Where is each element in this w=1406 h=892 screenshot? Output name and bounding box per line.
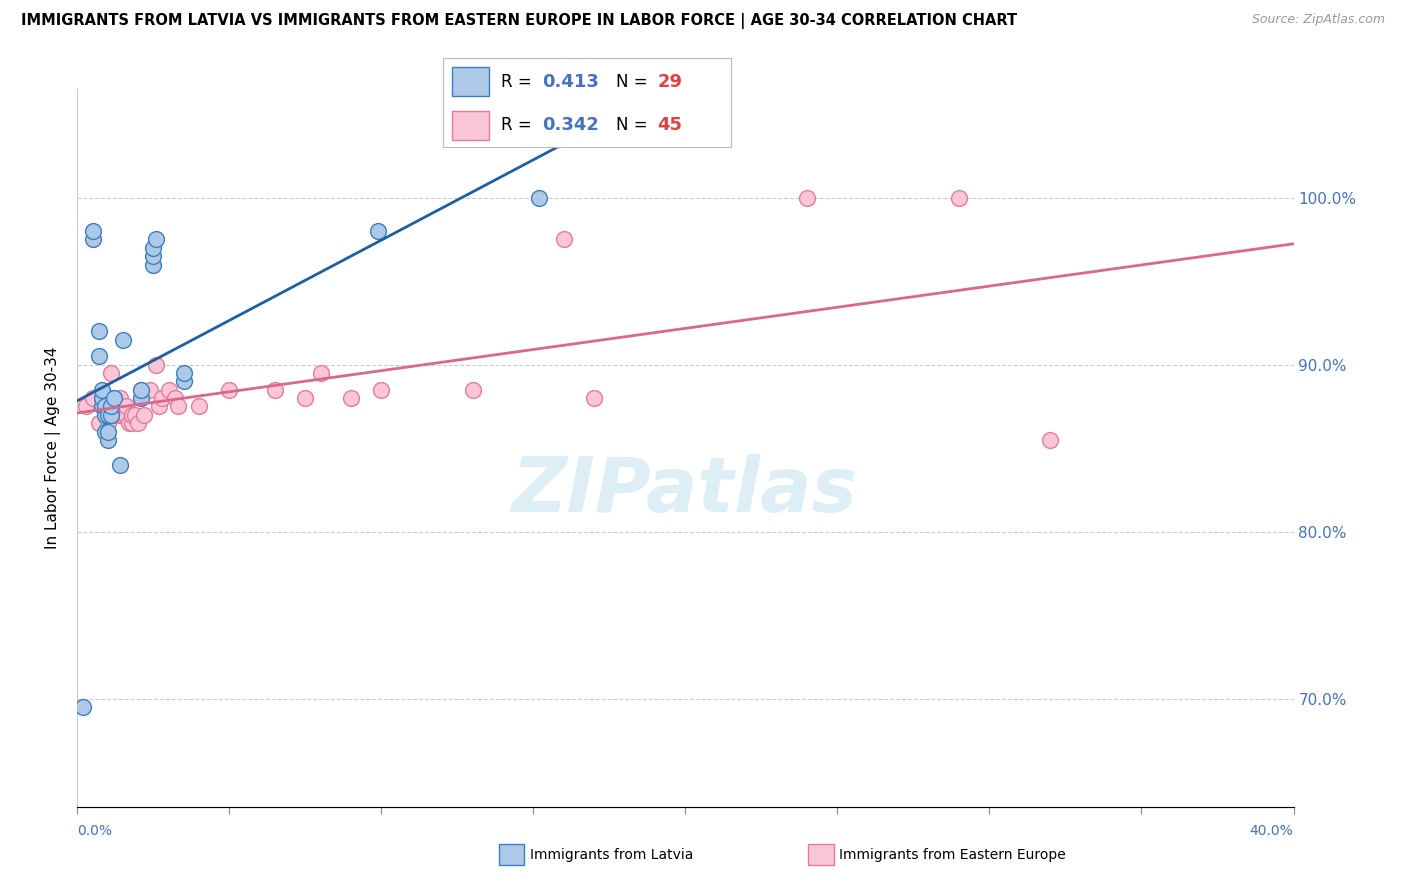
Point — [97, 408, 120, 422]
Point — [90, 400, 112, 414]
Point — [152, 391, 174, 405]
Point — [121, 408, 143, 422]
Point — [87, 350, 110, 364]
Point — [111, 408, 134, 422]
Y-axis label: In Labor Force | Age 30-34: In Labor Force | Age 30-34 — [45, 347, 60, 549]
Point — [173, 375, 195, 389]
Point — [105, 408, 128, 422]
Point — [93, 425, 115, 439]
Point — [145, 358, 167, 372]
Point — [134, 408, 156, 422]
Point — [97, 416, 120, 430]
Point — [142, 241, 165, 255]
Point — [105, 400, 128, 414]
Point — [173, 366, 195, 380]
Point — [72, 700, 94, 714]
Point — [129, 383, 152, 397]
Text: Immigrants from Eastern Europe: Immigrants from Eastern Europe — [839, 847, 1066, 862]
Point — [108, 408, 131, 422]
Point — [115, 400, 138, 414]
Point — [583, 391, 606, 405]
Point — [796, 191, 818, 205]
Point — [370, 383, 392, 397]
Point — [127, 416, 149, 430]
Point — [90, 391, 112, 405]
Point — [139, 383, 162, 397]
Bar — [451, 67, 489, 96]
Point — [948, 191, 970, 205]
Point — [111, 333, 134, 347]
Point — [100, 408, 122, 422]
Point — [90, 383, 112, 397]
Point — [142, 258, 165, 272]
Point — [100, 366, 122, 380]
Point — [461, 383, 484, 397]
Point — [100, 400, 122, 414]
Point — [82, 224, 104, 238]
Point — [129, 383, 152, 397]
Point — [93, 408, 115, 422]
Point — [145, 232, 167, 246]
Text: ZIPatlas: ZIPatlas — [512, 454, 859, 528]
Text: IMMIGRANTS FROM LATVIA VS IMMIGRANTS FROM EASTERN EUROPE IN LABOR FORCE | AGE 30: IMMIGRANTS FROM LATVIA VS IMMIGRANTS FRO… — [21, 13, 1017, 29]
Point — [103, 408, 125, 422]
Point — [264, 383, 287, 397]
Point — [157, 383, 180, 397]
Point — [367, 224, 389, 238]
Text: 0.413: 0.413 — [543, 72, 599, 91]
Point — [163, 391, 186, 405]
Text: 29: 29 — [658, 72, 683, 91]
Text: Immigrants from Latvia: Immigrants from Latvia — [530, 847, 693, 862]
Text: N =: N = — [616, 116, 652, 135]
Point — [129, 391, 152, 405]
Point — [93, 400, 115, 414]
Point — [148, 400, 170, 414]
Point — [90, 391, 112, 405]
Point — [82, 391, 104, 405]
Text: 0.0%: 0.0% — [77, 824, 112, 838]
Point — [1039, 433, 1062, 447]
Point — [166, 400, 188, 414]
Bar — [451, 111, 489, 140]
Point — [309, 366, 332, 380]
Text: Source: ZipAtlas.com: Source: ZipAtlas.com — [1251, 13, 1385, 27]
Point — [97, 408, 120, 422]
Point — [103, 400, 125, 414]
Point — [97, 425, 120, 439]
Point — [188, 400, 211, 414]
Point — [553, 232, 575, 246]
Point — [100, 391, 122, 405]
Point — [87, 324, 110, 338]
Point — [218, 383, 240, 397]
Point — [115, 408, 138, 422]
Point — [118, 416, 141, 430]
Point — [294, 391, 316, 405]
Point — [124, 408, 146, 422]
Point — [121, 416, 143, 430]
Text: N =: N = — [616, 72, 652, 91]
Point — [97, 433, 120, 447]
Point — [93, 391, 115, 405]
Text: 40.0%: 40.0% — [1250, 824, 1294, 838]
Point — [108, 458, 131, 472]
Text: 45: 45 — [658, 116, 683, 135]
Point — [75, 400, 97, 414]
Point — [82, 232, 104, 246]
Point — [529, 191, 551, 205]
Point — [142, 249, 165, 263]
Text: R =: R = — [501, 116, 537, 135]
Point — [103, 391, 125, 405]
Text: 0.342: 0.342 — [543, 116, 599, 135]
Point — [108, 391, 131, 405]
Text: R =: R = — [501, 72, 537, 91]
Point — [87, 416, 110, 430]
Point — [340, 391, 363, 405]
